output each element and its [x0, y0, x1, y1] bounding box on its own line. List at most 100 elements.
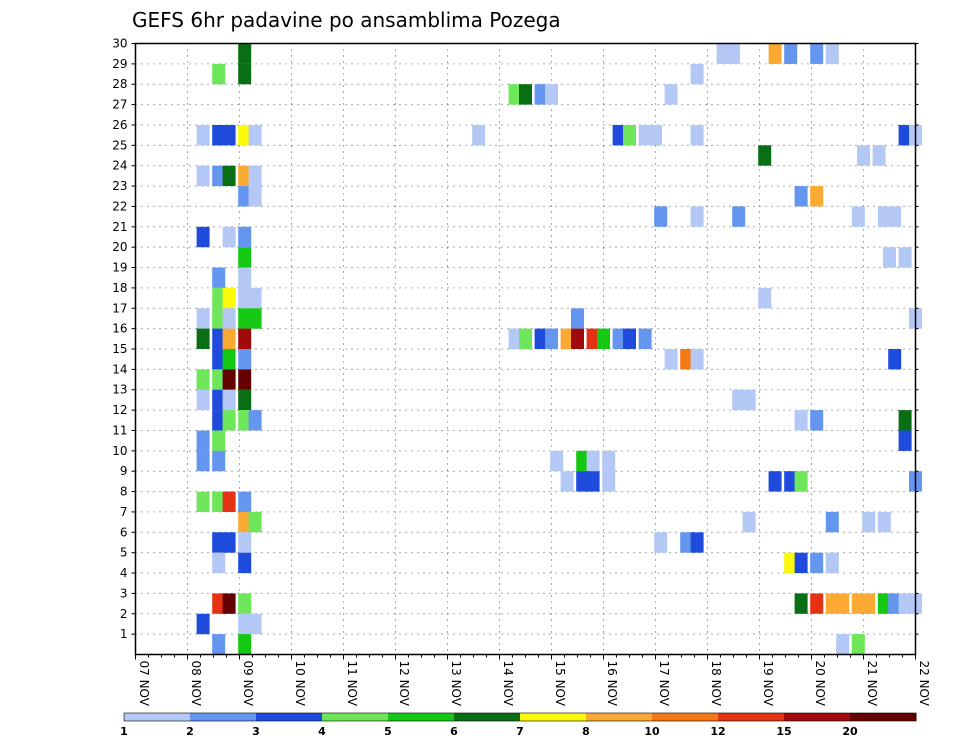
- heatmap-cell: [519, 328, 532, 349]
- heatmap-cell: [794, 410, 808, 431]
- x-tick-label: 16 NOV: [605, 661, 619, 707]
- heatmap-cell: [576, 471, 590, 492]
- y-tick-label: 28: [112, 77, 127, 91]
- y-tick-label: 22: [112, 199, 127, 213]
- heatmap-cell: [248, 125, 262, 146]
- heatmap-cell: [248, 287, 262, 309]
- heatmap-cell: [238, 63, 252, 85]
- heatmap-cell: [222, 287, 236, 309]
- heatmap-cell: [586, 328, 600, 349]
- heatmap-cell: [248, 511, 262, 533]
- y-tick-label: 3: [120, 586, 128, 600]
- heatmap-cell: [248, 410, 262, 431]
- y-tick-label: 29: [112, 57, 127, 71]
- y-tick-label: 30: [112, 37, 127, 51]
- heatmap-cell: [222, 593, 236, 614]
- x-tick-label: 20 NOV: [813, 661, 827, 707]
- y-tick-label: 4: [120, 566, 128, 580]
- heatmap-cell: [794, 593, 808, 614]
- y-tick-label: 16: [112, 322, 127, 336]
- heatmap-cell: [586, 471, 600, 492]
- heatmap-cell: [534, 328, 548, 349]
- x-tick-label: 14 NOV: [501, 661, 515, 707]
- heatmap-cell: [825, 511, 839, 533]
- heatmap-cell: [238, 226, 252, 248]
- heatmap-cell: [545, 84, 558, 105]
- heatmap-cell: [623, 328, 636, 349]
- heatmap-cell: [654, 206, 668, 227]
- heatmap-cell: [212, 349, 226, 370]
- x-tick-label: 17 NOV: [657, 661, 671, 707]
- heatmap-cell: [623, 125, 636, 146]
- y-tick-label: 15: [112, 342, 127, 356]
- heatmap-cell: [888, 593, 902, 614]
- heatmap-cell: [238, 634, 252, 655]
- colorbar-swatch: [850, 713, 917, 721]
- heatmap-cell: [238, 43, 252, 64]
- heatmap-cell: [238, 186, 252, 207]
- heatmap-cell: [898, 125, 912, 146]
- heatmap-cell: [690, 206, 704, 227]
- heatmap-cell: [810, 410, 824, 431]
- heatmap-cell: [212, 369, 226, 390]
- colorbar-label: 15: [776, 725, 791, 738]
- heatmap-cell: [196, 613, 210, 635]
- heatmap-cell: [742, 389, 756, 411]
- heatmap-cell: [877, 206, 891, 227]
- y-tick-label: 26: [112, 118, 127, 132]
- heatmap-cell: [768, 471, 782, 492]
- heatmap-cell: [222, 165, 236, 187]
- heatmap-cell: [222, 349, 236, 370]
- heatmap-cell: [196, 308, 210, 329]
- x-tick-label: 22 NOV: [917, 661, 931, 707]
- colorbar-label: 2: [186, 725, 194, 738]
- heatmap-cell: [238, 247, 252, 268]
- y-tick-label: 25: [112, 138, 127, 152]
- heatmap-cell: [888, 349, 902, 370]
- heatmap-cell: [784, 552, 798, 574]
- heatmap-cell: [238, 593, 252, 614]
- heatmap-cell: [212, 430, 226, 451]
- colorbar-frame: [123, 712, 917, 722]
- heatmap-cell: [212, 267, 226, 288]
- heatmap-cell: [248, 186, 262, 207]
- heatmap-cell: [248, 613, 262, 635]
- heatmap-cell: [680, 532, 694, 553]
- y-tick-label: 18: [112, 281, 127, 295]
- heatmap-cell: [862, 593, 876, 614]
- heatmap-cell: [597, 328, 610, 349]
- x-tick-label: 21 NOV: [865, 661, 879, 707]
- heatmap-cell: [758, 287, 772, 309]
- heatmap-cell: [825, 552, 839, 574]
- heatmap-cell: [898, 430, 912, 451]
- heatmap-cell: [825, 593, 839, 614]
- y-tick-label: 17: [112, 301, 127, 315]
- colorbar-label: 10: [644, 725, 660, 738]
- colorbar-swatch: [388, 713, 455, 721]
- colorbar-swatch: [256, 713, 323, 721]
- heatmap-cell: [212, 532, 226, 553]
- colorbar-swatch: [124, 713, 191, 721]
- heatmap-cell: [508, 328, 522, 349]
- heatmap-cell: [238, 410, 252, 431]
- heatmap-cell: [732, 206, 746, 227]
- heatmap-cell: [898, 247, 912, 268]
- colorbar-label: 3: [252, 725, 260, 738]
- heatmap-cell: [248, 165, 262, 187]
- y-tick-label: 13: [112, 383, 127, 397]
- heatmap-cells: [196, 43, 922, 655]
- heatmap-cell: [248, 308, 262, 329]
- colorbar-swatch: [784, 713, 851, 721]
- heatmap-cell: [238, 491, 252, 512]
- heatmap-cell: [238, 511, 252, 533]
- heatmap-cell: [877, 511, 891, 533]
- heatmap-cell: [690, 63, 704, 85]
- heatmap-cell: [222, 389, 236, 411]
- heatmap-cell: [212, 63, 226, 85]
- heatmap-cell: [742, 511, 756, 533]
- x-tick-label: 13 NOV: [449, 661, 463, 707]
- heatmap-cell: [545, 328, 558, 349]
- y-tick-label: 21: [112, 220, 127, 234]
- heatmap-cell: [758, 145, 772, 166]
- heatmap-cell: [550, 450, 564, 472]
